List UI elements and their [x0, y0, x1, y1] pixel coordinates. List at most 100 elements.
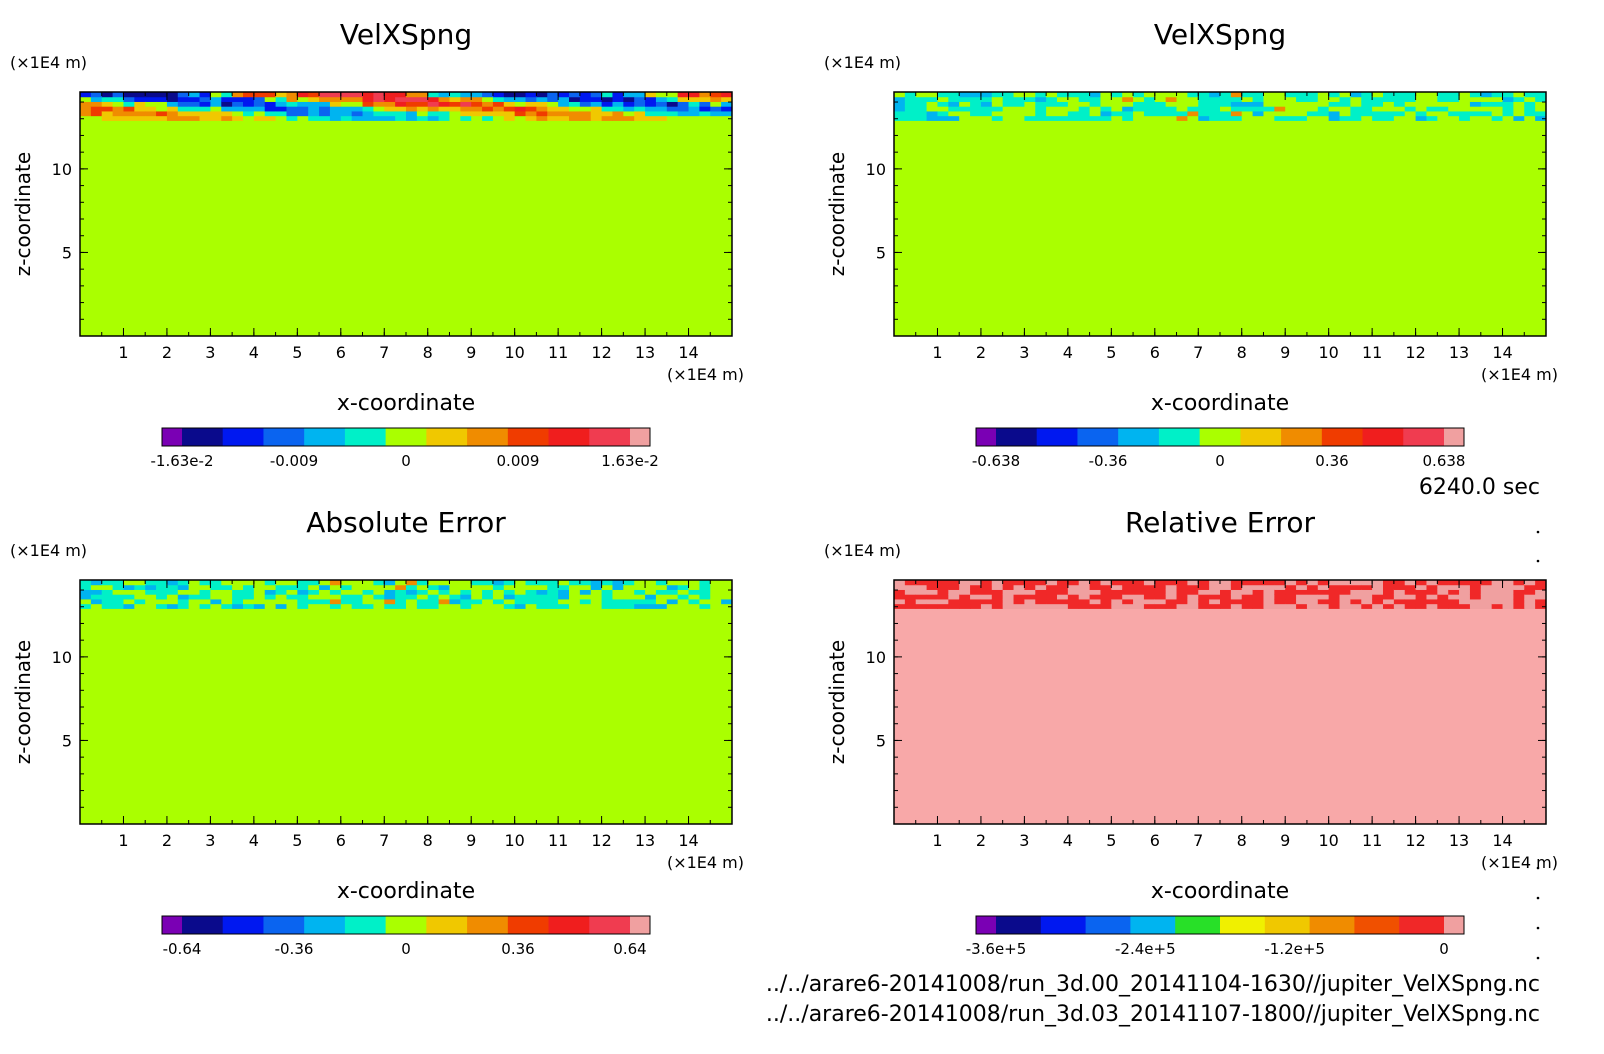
heatmap-cell — [612, 584, 624, 590]
x-tick-label: 14 — [1492, 831, 1512, 850]
heatmap-cell — [1078, 589, 1091, 595]
x-tick-label: 4 — [1063, 343, 1073, 362]
heatmap-cell — [677, 594, 690, 600]
heatmap-cell — [1448, 598, 1460, 605]
heatmap-cell — [1133, 598, 1145, 605]
heatmap-cell — [1285, 96, 1297, 102]
heatmap-cell — [101, 603, 114, 609]
heatmap-cell — [970, 106, 982, 112]
heatmap-cell — [308, 92, 320, 98]
heatmap-cell — [253, 115, 266, 121]
heatmap-cell — [90, 106, 103, 112]
heatmap-cell — [666, 598, 679, 605]
heatmap-cell — [710, 589, 722, 595]
heatmap-cell — [166, 106, 179, 112]
heatmap-cell — [590, 598, 603, 605]
heatmap-cell — [1078, 96, 1091, 102]
heatmap-cell — [904, 589, 917, 595]
heatmap-cell — [612, 110, 624, 117]
heatmap-cell — [427, 92, 440, 98]
heatmap-cell — [894, 594, 906, 600]
heatmap-cell — [1263, 594, 1275, 600]
heatmap-cell — [1024, 101, 1036, 107]
heatmap-cell — [1317, 584, 1330, 590]
heatmap-cell — [1328, 598, 1341, 605]
heatmap-cell — [1057, 589, 1069, 595]
heatmap-cell — [1154, 584, 1167, 590]
y-axis-label: z-coordinate — [825, 152, 849, 276]
heatmap-cell — [1122, 115, 1134, 121]
heatmap-cell — [329, 594, 342, 600]
heatmap-background — [80, 580, 732, 824]
heatmap-cell — [1339, 603, 1351, 609]
heatmap-cell — [904, 96, 917, 102]
y-tick-label: 5 — [62, 731, 72, 750]
heatmap-cell — [666, 584, 679, 590]
colorbar-swatch — [630, 916, 651, 934]
heatmap-cell — [579, 110, 592, 117]
heatmap-cell — [1317, 580, 1330, 586]
heatmap-cell — [1404, 603, 1417, 609]
heatmap-cell — [90, 115, 103, 121]
heatmap-cell — [1328, 115, 1341, 121]
heatmap-cell — [926, 580, 938, 586]
heatmap-cell — [1459, 584, 1471, 590]
heatmap-cell — [482, 598, 494, 605]
heatmap-cell — [1459, 580, 1471, 586]
heatmap-cell — [460, 580, 472, 586]
heatmap-cell — [1306, 110, 1319, 117]
heatmap-cell — [601, 589, 613, 595]
heatmap-cell — [395, 594, 407, 600]
heatmap-cell — [1209, 106, 1221, 112]
heatmap-cell — [1078, 603, 1091, 609]
heatmap-cell — [101, 589, 114, 595]
heatmap-cell — [1524, 589, 1536, 595]
heatmap-cell — [645, 580, 657, 586]
heatmap-cell — [471, 110, 483, 117]
heatmap-cell — [525, 580, 537, 586]
heatmap-cell — [308, 598, 320, 605]
heatmap-cell — [1415, 115, 1427, 121]
colorbar-swatch — [1220, 916, 1266, 934]
colorbar-swatch — [1309, 916, 1355, 934]
heatmap-cell — [1165, 101, 1178, 107]
x-tick-label: 7 — [1193, 343, 1203, 362]
heatmap-cell — [1013, 106, 1025, 112]
heatmap-cell — [1296, 106, 1308, 112]
heatmap-cell — [1035, 580, 1047, 586]
heatmap-cell — [90, 589, 103, 595]
heatmap-cell — [1328, 603, 1341, 609]
heatmap-cell — [264, 115, 277, 121]
heatmap-cell — [1404, 589, 1417, 595]
heatmap-cell — [590, 92, 603, 98]
heatmap-background — [894, 92, 1546, 336]
heatmap-cell — [948, 101, 960, 107]
heatmap-cell — [373, 580, 385, 586]
heatmap-cell — [145, 598, 157, 605]
x-tick-label: 3 — [1019, 831, 1029, 850]
heatmap-cell — [221, 589, 233, 595]
heatmap-cell — [80, 115, 92, 121]
heatmap-cell — [416, 115, 429, 121]
heatmap-cell — [601, 96, 613, 102]
heatmap-cell — [1480, 101, 1493, 107]
heatmap-cell — [590, 594, 603, 600]
heatmap-cell — [1122, 106, 1134, 112]
heatmap-cell — [1383, 96, 1395, 102]
heatmap-cell — [1198, 92, 1210, 98]
heatmap-cell — [210, 96, 222, 102]
heatmap-cell — [449, 584, 461, 590]
heatmap-cell — [915, 584, 928, 590]
heatmap-cell — [286, 584, 298, 590]
heatmap-cell — [1524, 584, 1536, 590]
x-tick-label: 2 — [162, 343, 172, 362]
heatmap-cell — [645, 603, 657, 609]
heatmap-cell — [1220, 110, 1232, 117]
heatmap-cell — [210, 589, 222, 595]
heatmap-cell — [926, 101, 938, 107]
heatmap-cell — [1328, 594, 1341, 600]
heatmap-cell — [1143, 101, 1156, 107]
heatmap-cell — [1176, 106, 1188, 112]
heatmap-cell — [590, 115, 603, 121]
